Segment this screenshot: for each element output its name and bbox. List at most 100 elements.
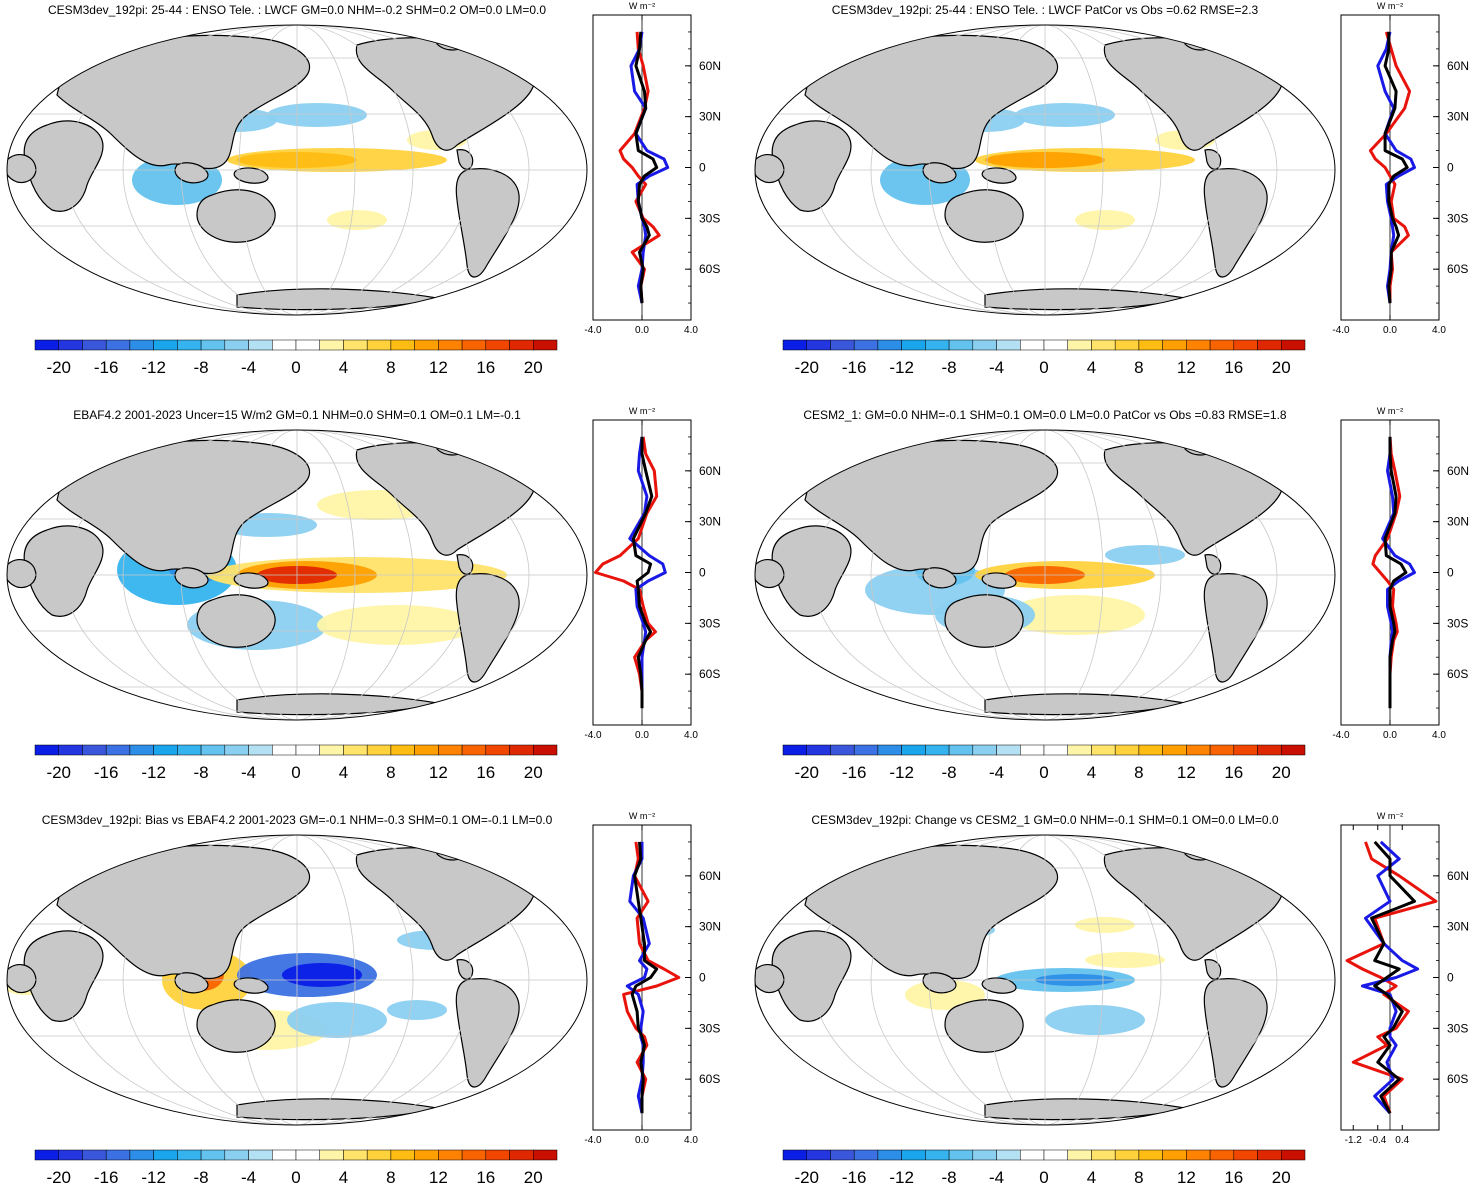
map-globe [6,24,588,316]
zonal-mean-plot: -4.0 0.0 4.0 60N 30N 0 30S 60S W m⁻² [584,1,721,336]
lat-label: 60N [699,59,721,73]
zonal-mean-plot: -4.0 0.0 4.0 60N 30N 0 30S 60S W m⁻² [584,406,721,741]
colorbar-swatch [1233,744,1258,756]
colorbar-swatch [806,744,831,756]
meridian-line [870,430,1220,720]
map-border [6,429,588,721]
colorbar-swatch [343,744,368,756]
colorbar-swatch [34,1149,59,1161]
colorbar-swatch [877,339,902,351]
series-line-blue [1381,436,1416,709]
panel-title: CESM3dev_192pi: 25-44 : ENSO Tele. : LWC… [48,3,546,17]
colorbar-label: 0 [1039,763,1048,782]
colorbar-swatch [1281,1149,1306,1161]
graticule [7,25,587,315]
colorbar-swatch [414,744,439,756]
colorbar-swatch [485,744,510,756]
colorbar-label: -4 [989,763,1004,782]
lat-label: 30N [1447,515,1469,529]
colorbar: -20 -16 -12 -8 -4 0 4 8 12 16 20 [782,1149,1306,1187]
unit-label: W m⁻² [1377,811,1403,821]
colorbar-swatch [272,744,297,756]
colorbar-swatch [782,1149,807,1161]
colorbar-swatch [1138,1149,1163,1161]
colorbar-label: -16 [94,358,119,377]
colorbar-swatch [390,1149,415,1161]
colorbar: -20 -16 -12 -8 -4 0 4 8 12 16 20 [782,744,1306,782]
lat-label: 30N [699,920,721,934]
colorbar-swatch [461,744,487,756]
series-line-red [622,841,681,1114]
colorbar-swatch [901,1149,926,1161]
lat-label: 30S [699,616,720,630]
lat-label: 30N [699,110,721,124]
meridian-line [870,835,1220,1125]
colorbar-swatch [461,339,487,351]
series-line-blue [629,31,670,304]
colorbar-label: 8 [1134,763,1143,782]
colorbar-swatch [853,744,879,756]
colorbar-label: -4 [241,358,256,377]
colorbar-swatch [1257,1149,1282,1161]
anomaly-contour [282,963,362,987]
panel-1: CESM3dev_192pi: 25-44 : ENSO Tele. : LWC… [6,1,721,377]
colorbar: -20 -16 -12 -8 -4 0 4 8 12 16 20 [34,744,558,782]
anomaly-contour [1075,917,1135,933]
colorbar-swatch [1233,339,1258,351]
colorbar-swatch [438,339,463,351]
colorbar-swatch [1186,339,1211,351]
colorbar-swatch [438,1149,463,1161]
colorbar-swatch [1233,1149,1258,1161]
colorbar-label: 0 [1039,358,1048,377]
colorbar-swatch [782,744,807,756]
colorbar-label: 16 [476,1168,495,1187]
anomaly-contour [1045,1005,1145,1035]
colorbar-label: -12 [141,763,166,782]
colorbar-swatch [830,744,855,756]
colorbar-swatch [248,1149,273,1161]
x-tick-label: -4.0 [584,1135,602,1146]
meridian-line [812,25,1278,315]
map-globe [6,834,588,1126]
colorbar-swatch [34,744,59,756]
map-globe [754,429,1336,721]
colorbar-swatch [461,1149,487,1161]
colorbar-label: -12 [889,1168,914,1187]
colorbar-swatch [1043,1149,1068,1161]
colorbar-label: 20 [1272,1168,1291,1187]
colorbar-swatch [972,339,997,351]
x-tick-label: 4.0 [684,325,698,336]
series-line-black [1383,436,1408,709]
colorbar-swatch [1257,339,1282,351]
colorbar-label: -20 [46,1168,71,1187]
series-line-red [618,31,661,304]
meridian-line [812,430,1278,720]
colorbar: -20 -16 -12 -8 -4 0 4 8 12 16 20 [34,1149,558,1187]
colorbar-label: 12 [429,358,448,377]
colorbar-swatch [972,744,997,756]
colorbar-label: -20 [794,763,819,782]
colorbar-label: -4 [241,763,256,782]
colorbar-swatch [295,744,320,756]
panel-2: CESM3dev_192pi: 25-44 : ENSO Tele. : LWC… [754,1,1469,377]
colorbar-swatch [1209,744,1235,756]
zonal-mean-plot: -1.2 -0.4 0.4 60N 30N 0 30S 60S W m⁻² [1340,811,1469,1146]
colorbar-swatch [1114,744,1140,756]
colorbar-swatch [200,744,226,756]
colorbar-swatch [1043,744,1068,756]
colorbar-swatch [1114,1149,1140,1161]
unit-label: W m⁻² [629,811,655,821]
x-tick-label: 0.4 [1395,1135,1409,1146]
colorbar-swatch [1186,744,1211,756]
colorbar-swatch [1043,339,1068,351]
colorbar-label: -4 [989,1168,1004,1187]
meridian-line [180,835,414,1125]
panel-5: CESM3dev_192pi: Bias vs EBAF4.2 2001-202… [6,811,721,1187]
colorbar-swatch [343,1149,368,1161]
panel-title: CESM3dev_192pi: Change vs CESM2_1 GM=0.0… [811,813,1279,827]
anomaly-contour [327,210,387,230]
colorbar-swatch [438,744,463,756]
colorbar-label: 8 [386,1168,395,1187]
colorbar-swatch [34,339,59,351]
